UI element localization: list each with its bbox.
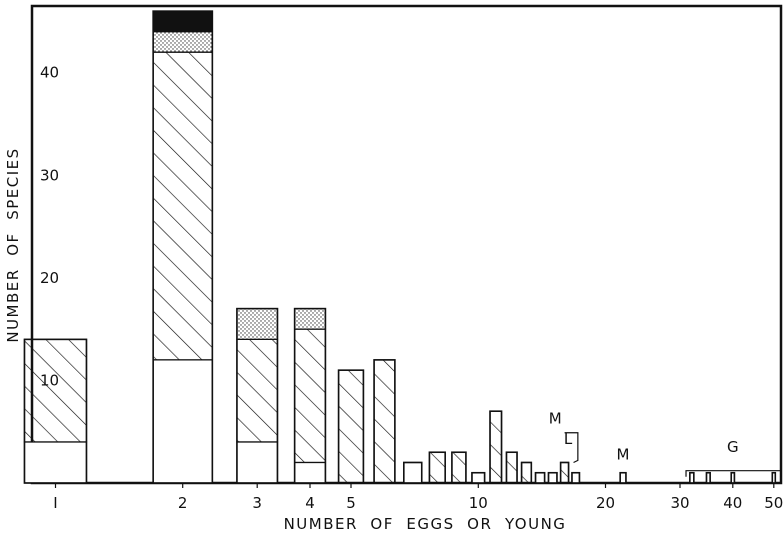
bar-35: [705, 471, 711, 484]
bar-15: [547, 471, 558, 484]
bar-outline: [571, 471, 581, 484]
bar-outline: [619, 471, 627, 484]
x-tick-label: 20: [596, 494, 615, 512]
bar-segment-hatched: [294, 328, 327, 464]
bar-segment-plain: [152, 359, 213, 484]
bar-12: [505, 451, 518, 484]
bar-6: [373, 359, 396, 484]
bar-outline: [559, 461, 570, 484]
y-tick-label: 30: [40, 166, 59, 184]
bar-10: [471, 471, 486, 484]
bar-segment-plain: [547, 472, 558, 484]
bar-outline: [403, 461, 423, 484]
bar-13: [520, 461, 533, 484]
bar-segment-plain: [471, 472, 486, 484]
annotations: MLM G: [549, 410, 782, 477]
bar-3: [236, 307, 279, 484]
bar-segment-plain: [619, 472, 627, 484]
annotation-label: G: [727, 438, 739, 456]
bar-outline: [547, 471, 558, 484]
plot-frame: [30, 4, 783, 485]
annotation-label: M: [549, 410, 562, 428]
bar-segment-hatched: [152, 51, 213, 361]
annotation-label: L: [564, 430, 573, 448]
y-tick-label: 20: [40, 269, 59, 287]
bar-outline: [505, 451, 518, 484]
x-tick-label: I: [53, 494, 57, 512]
y-tick-label: 40: [40, 64, 59, 82]
bar-segment-hatched: [559, 461, 570, 484]
y-tick-label: 10: [40, 371, 59, 389]
bar-segment-plain: [403, 461, 423, 484]
bar-2: [152, 10, 214, 484]
y-tick-labels: 10 20 30 40: [40, 64, 59, 390]
bar-segment-hatched: [428, 451, 446, 484]
bar-segment-hatched: [337, 369, 365, 484]
x-tick-label: 50: [764, 494, 783, 512]
bar-22: [619, 471, 627, 484]
bar-segment-plain: [534, 472, 546, 484]
bar-segment-hatched: [236, 338, 279, 443]
bar-outline: [428, 451, 446, 484]
y-axis-title: NUMBER OF SPECIES: [4, 147, 22, 342]
bar-segment-stippled: [294, 308, 327, 330]
bar-segment-hatched: [373, 359, 396, 484]
bar-17: [571, 471, 581, 484]
bar-outline: [534, 471, 546, 484]
bar-32: [689, 471, 695, 484]
bar-segment-hatched: [23, 338, 88, 443]
bar-segment-hatched: [505, 451, 518, 484]
x-tick-labels: I 2 3 4 5 10 20 30 40 50: [53, 483, 783, 512]
bars: [23, 10, 777, 484]
bar-4: [293, 307, 327, 484]
x-tick-label: 5: [346, 494, 356, 512]
bar-segment-plain: [236, 441, 279, 484]
bar-5: [337, 369, 365, 484]
bar-segment-stippled: [152, 31, 213, 53]
bar-14: [534, 471, 546, 484]
bar-segment-plain: [23, 441, 88, 484]
bar-outline: [489, 410, 503, 484]
x-axis-title: NUMBER OF EGGS OR YOUNG: [284, 515, 567, 533]
x-tick-label: 2: [178, 494, 188, 512]
x-tick-label: 4: [305, 494, 315, 512]
bar-outline: [689, 471, 695, 484]
bar-outline: [520, 461, 533, 484]
annotation-label: M: [617, 445, 630, 463]
bar-outline: [705, 471, 711, 484]
annotation-bracket: [564, 432, 579, 464]
bar-40: [730, 471, 736, 484]
bar-outline: [373, 359, 396, 484]
annotation-bracket: [685, 470, 782, 477]
bar-11: [489, 410, 503, 484]
x-tick-label: 3: [252, 494, 262, 512]
bar-1: [23, 338, 88, 484]
bar-9: [451, 451, 467, 484]
bar-segment-hatched: [451, 451, 467, 484]
bar-segment-hatched: [489, 410, 503, 484]
bar-50: [771, 471, 777, 484]
bar-segment-plain: [294, 461, 327, 484]
x-tick-label: 30: [670, 494, 689, 512]
bar-segment-plain: [571, 472, 581, 484]
x-tick-label: 40: [723, 494, 742, 512]
bar-segment-solid: [152, 10, 213, 33]
bar-16: [559, 461, 570, 484]
bar-segment-hatched: [520, 461, 532, 484]
bar-8: [428, 451, 446, 484]
bar-7: [403, 461, 423, 484]
bar-segment-stippled: [236, 308, 279, 340]
x-tick-label: 10: [469, 494, 488, 512]
bar-outline: [451, 451, 467, 484]
